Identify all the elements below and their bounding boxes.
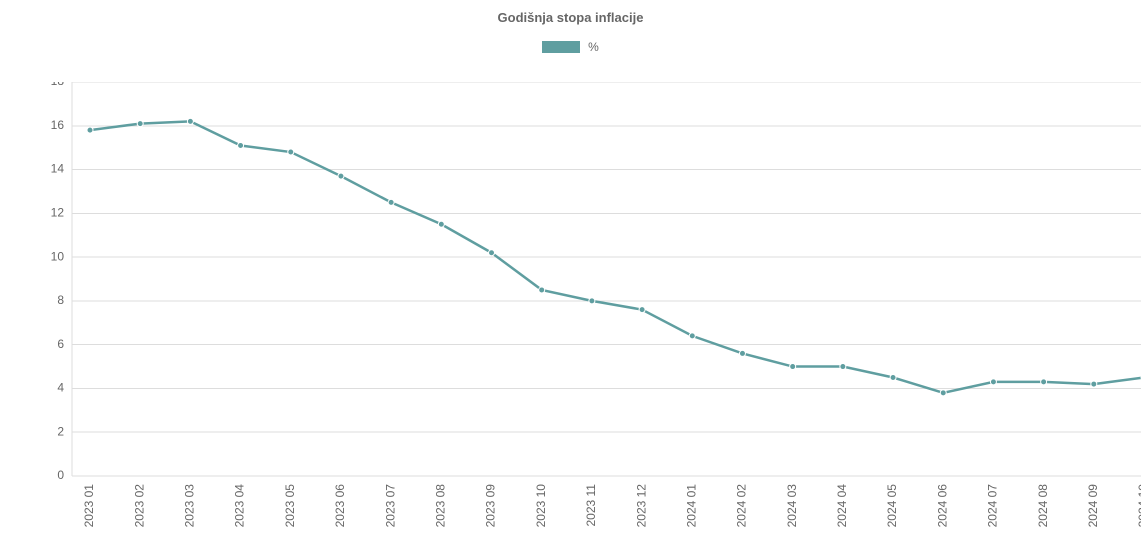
svg-text:18: 18 — [51, 82, 65, 88]
svg-text:2023 09: 2023 09 — [484, 484, 498, 528]
svg-text:2024 03: 2024 03 — [785, 484, 799, 528]
svg-text:2023 07: 2023 07 — [383, 484, 397, 528]
svg-text:2023 05: 2023 05 — [283, 484, 297, 528]
svg-text:10: 10 — [51, 249, 65, 263]
svg-text:2024 01: 2024 01 — [684, 484, 698, 528]
svg-text:6: 6 — [57, 337, 64, 351]
svg-text:0: 0 — [57, 468, 64, 482]
svg-text:2: 2 — [57, 424, 64, 438]
chart-svg: 0 2 4 6 8 10 12 14 16 18 2023 01 2023 02 2023 03 2023… — [36, 82, 1141, 546]
svg-text:2023 04: 2023 04 — [233, 484, 247, 528]
svg-text:2023 08: 2023 08 — [434, 484, 448, 528]
svg-text:2023 01: 2023 01 — [82, 484, 96, 528]
svg-text:8: 8 — [57, 293, 64, 307]
inflation-chart: Godišnja stopa inflacije % 0 2 4 6 8 10 12 14 16… — [0, 0, 1141, 545]
svg-text:2024 05: 2024 05 — [885, 484, 899, 528]
chart-title: Godišnja stopa inflacije — [0, 0, 1141, 25]
svg-text:2023 10: 2023 10 — [534, 484, 548, 528]
svg-text:14: 14 — [51, 162, 65, 176]
svg-text:2023 03: 2023 03 — [183, 484, 197, 528]
svg-text:2023 02: 2023 02 — [132, 484, 146, 528]
svg-text:2024 09: 2024 09 — [1086, 484, 1100, 528]
svg-text:2024 02: 2024 02 — [735, 484, 749, 528]
svg-text:2023 12: 2023 12 — [634, 484, 648, 528]
chart-legend: % — [0, 39, 1141, 54]
legend-swatch — [542, 41, 580, 53]
plot-area: 0 2 4 6 8 10 12 14 16 18 2023 01 2023 02 2023 03 2023… — [36, 82, 1141, 546]
legend-label: % — [588, 40, 599, 54]
svg-text:2024 08: 2024 08 — [1036, 484, 1050, 528]
svg-text:2023 06: 2023 06 — [333, 484, 347, 528]
svg-text:2023 11: 2023 11 — [584, 484, 598, 527]
svg-text:12: 12 — [51, 206, 65, 220]
svg-text:2024 06: 2024 06 — [935, 484, 949, 528]
svg-text:4: 4 — [57, 381, 64, 395]
svg-text:2024 10: 2024 10 — [1136, 484, 1141, 528]
svg-text:2024 07: 2024 07 — [986, 484, 1000, 528]
svg-text:2024 04: 2024 04 — [835, 484, 849, 528]
svg-text:16: 16 — [51, 118, 65, 132]
